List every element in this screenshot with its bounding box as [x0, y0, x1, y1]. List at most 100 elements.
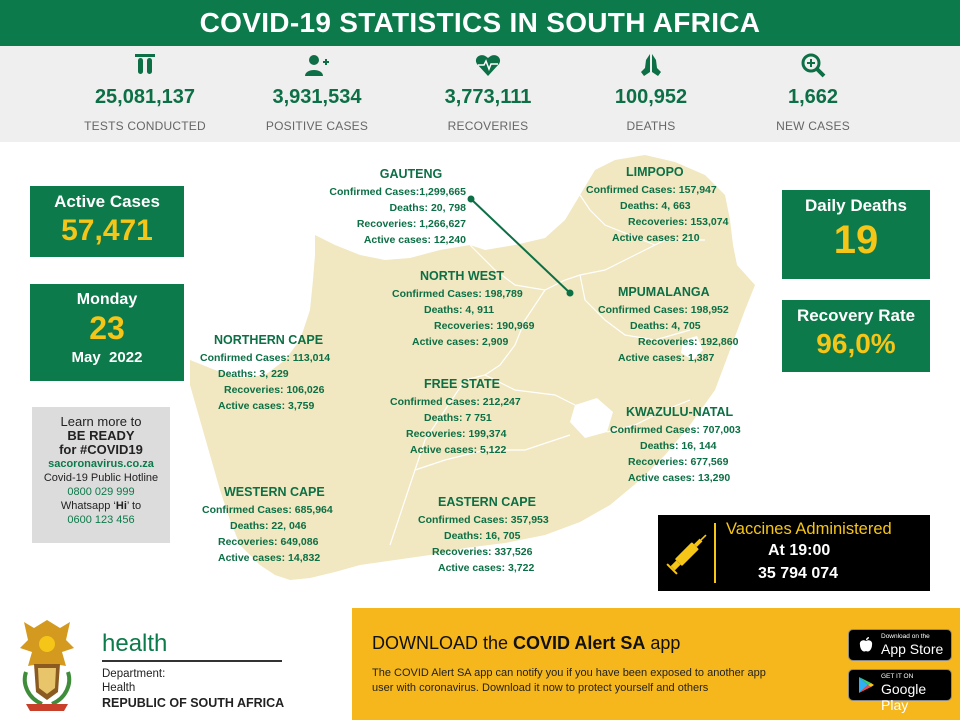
stat-deaths: 100,952 DEATHS	[576, 46, 726, 133]
stat-label: DEATHS	[626, 119, 676, 133]
health-wordmark: health	[102, 630, 168, 657]
recovery-rate-value: 96,0%	[816, 328, 896, 359]
province-name: FREE STATE	[424, 377, 500, 391]
stat-positive: 3,931,534 POSITIVE CASES	[242, 46, 392, 133]
app-description-line1: The COVID Alert SA app can notify you if…	[372, 667, 766, 679]
app-description-line2: user with coronavirus. Download it now t…	[372, 682, 709, 694]
apple-icon	[859, 637, 873, 652]
page-title: COVID-19 STATISTICS IN SOUTH AFRICA	[0, 0, 960, 46]
stat-recoveries: 3,773,111 RECOVERIES	[413, 46, 563, 133]
date-weekday: Monday	[76, 291, 138, 308]
date-month-year: May 2022	[71, 349, 143, 366]
confirmed-cases: Confirmed Cases: 685,964	[202, 504, 333, 516]
active-cases-label: Active Cases	[54, 192, 160, 211]
google-play-icon	[859, 677, 874, 693]
active-cases-box: Active Cases 57,471	[30, 186, 184, 257]
province-name: WESTERN CAPE	[224, 485, 325, 499]
google-play-button[interactable]: GET IT ON Google Play	[848, 669, 952, 713]
vaccines-label: Vaccines Administered	[726, 520, 892, 538]
date-box: Monday 23 May 2022	[30, 284, 184, 381]
hotline-label: Covid-19 Public Hotline	[43, 472, 159, 484]
department-name: Health	[102, 682, 136, 694]
ready-line2: BE READY	[67, 428, 135, 443]
stat-label: NEW CASES	[776, 119, 850, 133]
whatsapp-number[interactable]: 0600 123 456	[67, 514, 135, 526]
department-label: Department:	[102, 668, 166, 680]
deaths: Deaths: 22, 046	[230, 520, 307, 532]
confirmed-cases: Confirmed Cases: 198,789	[392, 288, 523, 300]
ready-line1: Learn more to	[60, 414, 142, 429]
province-eastern-cape: EASTERN CAPE Confirmed Cases: 357,953 De…	[418, 494, 549, 576]
recoveries: Recoveries: 106,026	[224, 384, 325, 396]
province-name: MPUMALANGA	[618, 285, 710, 299]
footer-branding: health Department: Health REPUBLIC OF SO…	[0, 608, 352, 720]
app-store-big: App Store	[881, 641, 944, 657]
divider	[102, 660, 282, 662]
stat-label: POSITIVE CASES	[265, 119, 369, 133]
recoveries: Recoveries: 649,086	[218, 536, 319, 548]
deaths: Deaths: 4, 911	[424, 304, 495, 316]
stat-value: 25,081,137	[94, 86, 196, 108]
stat-value: 3,773,111	[444, 86, 532, 108]
app-title-bold: COVID Alert SA	[513, 633, 646, 653]
province-limpopo: LIMPOPO Confirmed Cases: 157,947 Deaths:…	[586, 164, 728, 246]
ready-line3: for #COVID19	[59, 442, 143, 457]
recoveries: Recoveries: 677,569	[628, 456, 729, 468]
app-store-button[interactable]: Download on the App Store	[848, 629, 952, 661]
add-user-icon	[305, 55, 329, 76]
deaths: Deaths: 3, 229	[218, 368, 289, 380]
country-name: REPUBLIC OF SOUTH AFRICA	[102, 696, 285, 710]
province-name: GAUTENG	[379, 167, 443, 181]
deaths: Deaths: 7 751	[424, 412, 492, 424]
province-name: EASTERN CAPE	[438, 495, 536, 509]
whatsapp-hi: Hi	[115, 500, 127, 512]
date-day: 23	[89, 310, 125, 346]
stat-label: TESTS CONDUCTED	[84, 119, 206, 133]
deaths: Deaths: 16, 705	[444, 530, 521, 542]
confirmed-cases: Confirmed Cases: 198,952	[598, 304, 729, 316]
stat-value: 1,662	[787, 86, 839, 108]
active-cases: Active cases: 3,759	[218, 400, 315, 412]
recoveries: Recoveries: 153,074	[628, 216, 729, 228]
hotline-number[interactable]: 0800 029 999	[67, 486, 135, 498]
province-name: NORTHERN CAPE	[214, 333, 324, 347]
stat-value: 100,952	[614, 86, 688, 108]
confirmed-cases: Confirmed Cases: 707,003	[610, 424, 741, 436]
confirmed-cases: Confirmed Cases: 157,947	[586, 184, 717, 196]
test-tubes-icon	[135, 54, 155, 74]
province-name: LIMPOPO	[626, 165, 684, 179]
active-cases: Active cases: 14,832	[218, 552, 321, 564]
confirmed-cases: Confirmed Cases: 357,953	[418, 514, 549, 526]
recoveries: Recoveries: 190,969	[434, 320, 535, 332]
province-north-west: NORTH WEST Confirmed Cases: 198,789 Deat…	[392, 268, 534, 350]
active-cases: Active cases: 13,290	[628, 472, 731, 484]
province-mpumalanga: MPUMALANGA Confirmed Cases: 198,952 Deat…	[598, 284, 738, 366]
lesotho-shape	[570, 398, 613, 438]
separator	[714, 523, 716, 583]
province-free-state: FREE STATE Confirmed Cases: 212,247 Deat…	[390, 376, 521, 458]
recoveries: Recoveries: 1,266,627	[356, 218, 466, 230]
whatsapp-post: ’ to	[126, 500, 142, 512]
south-africa-map	[190, 155, 755, 580]
app-title-post: app	[645, 633, 681, 653]
magnify-plus-icon	[801, 53, 826, 78]
whatsapp-label: Whatsapp ‘Hi’ to	[32, 499, 170, 513]
daily-deaths-box: Daily Deaths 19	[782, 190, 930, 279]
app-download-banner: DOWNLOAD the COVID Alert SA app The COVI…	[352, 608, 960, 720]
stat-tests: 25,081,137 TESTS CONDUCTED	[70, 46, 220, 133]
stats-band: 25,081,137 TESTS CONDUCTED 3,931,534 POS…	[0, 46, 960, 142]
eswatini-shape	[681, 336, 703, 360]
stat-new-cases: 1,662 NEW CASES	[738, 46, 888, 133]
active-cases: Active cases: 210	[612, 232, 700, 244]
app-title-pre: DOWNLOAD the	[372, 633, 514, 653]
recoveries: Recoveries: 199,374	[406, 428, 507, 440]
google-play-big: Google Play	[881, 681, 927, 713]
be-ready-box: Learn more to BE READY for #COVID19 saco…	[32, 407, 170, 543]
confirmed-cases: Confirmed Cases: 113,014	[200, 352, 331, 364]
stat-label: RECOVERIES	[447, 119, 529, 133]
whatsapp-pre: Whatsapp ‘	[60, 500, 116, 512]
active-cases-value: 57,471	[61, 214, 153, 247]
website-link[interactable]: sacoronavirus.co.za	[48, 458, 154, 470]
recoveries: Recoveries: 192,860	[638, 336, 739, 348]
deaths: Deaths: 16, 144	[640, 440, 717, 452]
